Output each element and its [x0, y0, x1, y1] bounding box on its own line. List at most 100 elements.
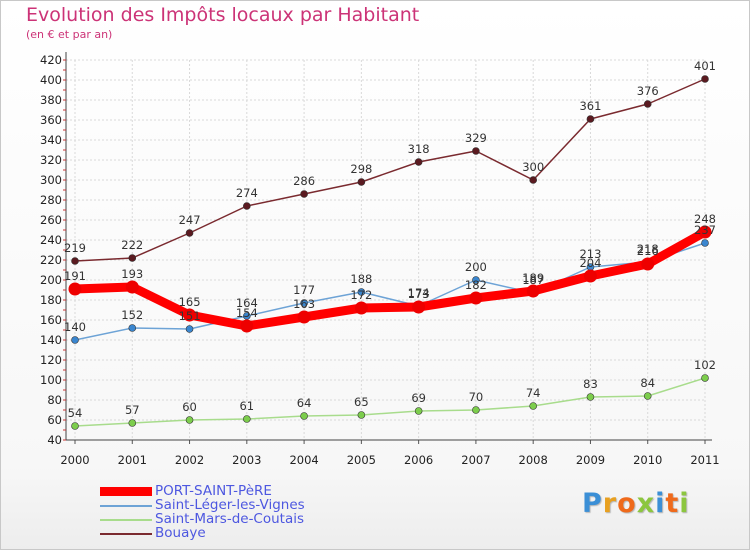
series-line-saint-l-ger-les-vignes: [74, 242, 706, 341]
x-tick-label: 2005: [347, 453, 376, 467]
data-point-bouaye: [586, 115, 595, 123]
data-point-saint-mars-de-coutais: [71, 422, 79, 430]
data-point-port-saint-p-re: [412, 300, 426, 314]
data-point-port-saint-p-re: [641, 257, 655, 271]
axes: 4060801001201401601802002202402602803003…: [40, 52, 720, 467]
series-line-bouaye: [74, 78, 706, 262]
data-point-bouaye: [243, 202, 251, 210]
legend-swatch: [100, 533, 152, 535]
logo-letter: o: [617, 488, 637, 519]
x-tick-label: 2006: [404, 453, 433, 467]
data-point-saint-mars-de-coutais: [414, 407, 423, 415]
data-label-saint-l-ger-les-vignes: 237: [694, 223, 716, 237]
data-point-saint-l-ger-les-vignes: [185, 325, 194, 333]
data-label-bouaye: 222: [121, 238, 143, 252]
data-label-saint-mars-de-coutais: 57: [125, 403, 140, 417]
data-point-saint-mars-de-coutais: [357, 411, 366, 419]
data-label-port-saint-p-re: 154: [236, 306, 258, 320]
data-point-saint-mars-de-coutais: [128, 419, 137, 427]
x-tick-label: 2010: [633, 453, 662, 467]
data-label-saint-mars-de-coutais: 83: [583, 377, 598, 391]
data-label-saint-mars-de-coutais: 84: [640, 376, 655, 390]
logo-letter: r: [602, 488, 618, 519]
y-tick-label: 220: [40, 253, 62, 267]
data-point-saint-l-ger-les-vignes: [701, 239, 709, 247]
y-tick-label: 80: [47, 393, 62, 407]
chart-title: Evolution des Impôts locaux par Habitant: [26, 4, 420, 26]
data-label-saint-l-ger-les-vignes: 151: [179, 309, 201, 323]
data-label-saint-l-ger-les-vignes: 152: [121, 308, 143, 322]
data-point-saint-l-ger-les-vignes: [128, 324, 137, 332]
data-label-saint-l-ger-les-vignes: 187: [522, 273, 544, 287]
data-label-port-saint-p-re: 182: [465, 278, 487, 292]
data-point-port-saint-p-re: [68, 282, 82, 296]
data-point-port-saint-p-re: [469, 291, 483, 305]
y-tick-label: 160: [40, 313, 62, 327]
x-tick-label: 2000: [60, 453, 89, 467]
data-label-saint-l-ger-les-vignes: 177: [293, 283, 315, 297]
data-label-port-saint-p-re: 216: [637, 244, 659, 258]
data-label-saint-l-ger-les-vignes: 140: [64, 320, 86, 334]
data-label-saint-l-ger-les-vignes: 218: [637, 242, 659, 256]
data-point-port-saint-p-re: [183, 308, 197, 322]
data-point-port-saint-p-re: [583, 269, 597, 283]
data-label-port-saint-p-re: 204: [579, 256, 601, 270]
data-label-saint-mars-de-coutais: 74: [526, 386, 541, 400]
data-label-port-saint-p-re: 248: [694, 212, 716, 226]
data-point-saint-l-ger-les-vignes: [472, 276, 480, 284]
data-point-saint-mars-de-coutais: [701, 374, 709, 382]
data-label-bouaye: 361: [579, 99, 601, 113]
data-point-saint-mars-de-coutais: [643, 392, 652, 400]
y-tick-label: 280: [40, 193, 62, 207]
legend-label: PORT-SAINT-PèRE: [155, 483, 272, 499]
data-point-bouaye: [414, 158, 423, 166]
proxiti-logo: Proxiti: [582, 488, 690, 519]
legend-swatch: [100, 519, 152, 521]
data-label-bouaye: 219: [64, 241, 86, 255]
y-tick-label: 340: [40, 133, 62, 147]
data-label-saint-mars-de-coutais: 70: [469, 390, 484, 404]
data-label-bouaye: 298: [350, 162, 372, 176]
y-tick-label: 140: [40, 333, 62, 347]
y-tick-label: 380: [40, 93, 62, 107]
data-point-port-saint-p-re: [240, 319, 254, 333]
legend-swatch: [100, 487, 152, 496]
data-point-saint-mars-de-coutais: [586, 393, 595, 401]
data-point-saint-l-ger-les-vignes: [357, 288, 366, 296]
chart-subtitle: (en € et par an): [26, 28, 113, 41]
data-label-saint-mars-de-coutais: 54: [68, 406, 83, 420]
data-label-bouaye: 286: [293, 174, 315, 188]
series-line-port-saint-p-re: [70, 227, 710, 331]
data-label-bouaye: 376: [637, 84, 659, 98]
y-tick-label: 200: [40, 273, 62, 287]
data-label-port-saint-p-re: 173: [408, 287, 430, 301]
data-point-bouaye: [701, 75, 709, 83]
data-label-saint-mars-de-coutais: 60: [182, 400, 197, 414]
data-point-saint-mars-de-coutais: [185, 416, 194, 424]
y-tick-label: 120: [40, 353, 62, 367]
data-label-bouaye: 401: [694, 59, 716, 73]
data-point-bouaye: [643, 100, 652, 108]
y-tick-label: 100: [40, 373, 62, 387]
logo-letter: P: [582, 488, 603, 519]
data-label-bouaye: 318: [408, 142, 430, 156]
series-lines: [68, 75, 712, 430]
x-tick-label: 2004: [289, 453, 318, 467]
data-label-bouaye: 274: [236, 186, 258, 200]
data-label-saint-l-ger-les-vignes: 174: [408, 286, 430, 300]
data-label-saint-mars-de-coutais: 65: [354, 395, 369, 409]
data-label-saint-l-ger-les-vignes: 188: [350, 272, 372, 286]
legend-label: Saint-Léger-les-Vignes: [155, 497, 305, 513]
x-tick-label: 2003: [232, 453, 261, 467]
data-label-bouaye: 300: [522, 160, 544, 174]
y-tick-label: 300: [40, 173, 62, 187]
data-label-bouaye: 329: [465, 131, 487, 145]
y-tick-label: 400: [40, 73, 62, 87]
data-label-port-saint-p-re: 172: [350, 288, 372, 302]
data-label-port-saint-p-re: 193: [121, 267, 143, 281]
logo-letter: x: [636, 488, 656, 519]
data-label-saint-l-ger-les-vignes: 200: [465, 260, 487, 274]
data-point-bouaye: [472, 147, 480, 155]
